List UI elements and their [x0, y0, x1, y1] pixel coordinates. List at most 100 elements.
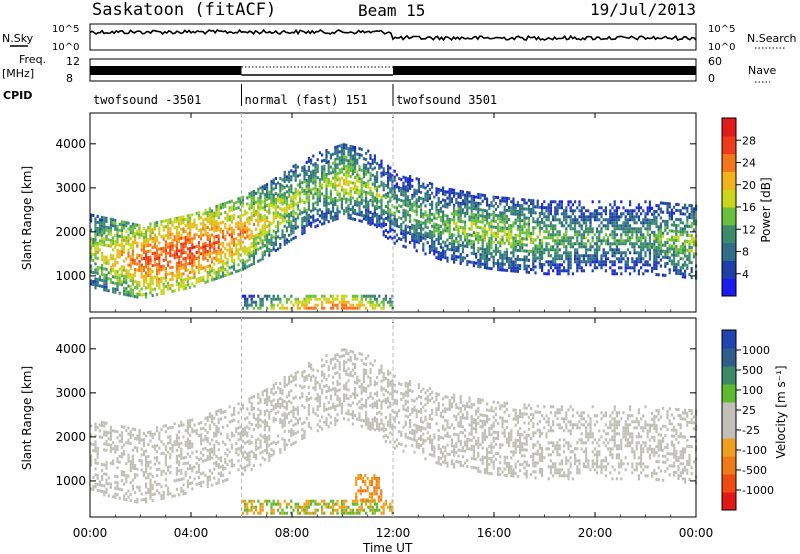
power-cell: [321, 300, 324, 304]
power-cell: [279, 237, 282, 240]
power-cell: [360, 195, 363, 199]
power-cell: [646, 209, 649, 213]
power-cell: [358, 189, 361, 193]
power-cell: [371, 306, 374, 310]
power-cell: [527, 252, 530, 256]
power-cell: [431, 200, 434, 204]
power-cell: [244, 212, 247, 216]
velocity-cell: [116, 481, 119, 485]
power-cell: [316, 203, 319, 207]
power-cell: [219, 221, 222, 225]
power-cell: [310, 176, 313, 180]
power-cell: [120, 253, 123, 257]
power-cell: [149, 243, 152, 247]
power-cell: [433, 240, 436, 244]
power-cell: [567, 263, 570, 267]
power-cell: [338, 180, 341, 184]
velocity-cell: [195, 428, 198, 432]
power-cell: [323, 179, 326, 183]
power-cell: [420, 214, 423, 218]
power-cell: [503, 241, 506, 245]
power-cell: [626, 218, 629, 222]
power-cell: [433, 222, 436, 226]
power-cell: [158, 253, 161, 257]
power-cell: [367, 218, 370, 222]
power-cell: [351, 160, 354, 164]
power-cell: [387, 236, 390, 240]
velocity-cell: [127, 456, 130, 460]
power-cell: [281, 235, 284, 239]
power-cell: [98, 278, 101, 282]
power-cell: [360, 192, 363, 196]
power-cell: [490, 237, 493, 241]
power-cell: [180, 278, 183, 282]
power-cell: [173, 256, 176, 260]
power-cell: [336, 163, 339, 167]
power-cell: [624, 218, 627, 222]
velocity-cell: [96, 476, 99, 480]
power-cell: [303, 189, 306, 193]
power-cell: [547, 212, 550, 216]
power-cell: [402, 181, 405, 185]
power-cell: [226, 213, 229, 217]
power-cell: [116, 273, 119, 277]
power-cell: [241, 306, 244, 310]
power-cell: [673, 229, 676, 233]
power-cell: [569, 251, 572, 255]
velocity-cell: [175, 472, 178, 476]
power-cell: [332, 185, 335, 189]
power-cell: [541, 257, 544, 260]
power-cell: [435, 229, 438, 233]
power-cell: [538, 211, 541, 215]
power-cell: [673, 256, 676, 260]
power-cell: [450, 218, 453, 222]
power-cell: [422, 233, 425, 237]
power-cell: [532, 202, 535, 206]
power-cell: [343, 297, 346, 301]
power-cell: [259, 219, 262, 223]
power-cell: [323, 294, 326, 298]
power-cell: [433, 252, 436, 256]
power-cell: [230, 253, 233, 257]
power-cell: [246, 220, 249, 224]
velocity-cell: [140, 453, 143, 457]
power-cell: [420, 184, 423, 188]
power-cell: [343, 167, 346, 171]
power-cell: [270, 306, 273, 310]
velocity-cell: [195, 461, 198, 465]
power-cell: [142, 233, 145, 236]
power-cell: [307, 192, 310, 196]
velocity-cell: [195, 470, 198, 474]
power-cell: [411, 235, 414, 239]
power-cell: [349, 174, 352, 178]
power-cell: [567, 269, 570, 273]
power-cell: [158, 286, 161, 290]
power-cell: [494, 225, 497, 229]
power-cell: [514, 221, 517, 225]
power-cell: [360, 294, 363, 298]
power-cell: [250, 236, 253, 240]
power-cell: [692, 240, 695, 244]
power-cell: [532, 238, 535, 242]
velocity-cell: [90, 433, 93, 437]
power-cell: [598, 260, 601, 264]
power-cell: [402, 214, 405, 218]
power-cell: [290, 229, 293, 233]
power-cell: [406, 183, 409, 187]
velocity-cell: [131, 457, 134, 461]
power-cell: [521, 240, 524, 244]
power-cell: [541, 266, 544, 269]
power-cell: [631, 218, 634, 222]
power-cell: [415, 225, 418, 229]
power-cell: [329, 201, 332, 205]
power-cell: [186, 253, 189, 257]
power-cell: [175, 264, 178, 268]
power-cell: [329, 189, 332, 193]
velocity-cell: [153, 462, 156, 466]
power-cell: [107, 238, 110, 242]
velocity-cell: [182, 483, 185, 487]
power-cell: [552, 248, 555, 252]
power-cell: [316, 297, 319, 301]
power-cell: [468, 194, 471, 198]
power-cell: [107, 232, 110, 236]
